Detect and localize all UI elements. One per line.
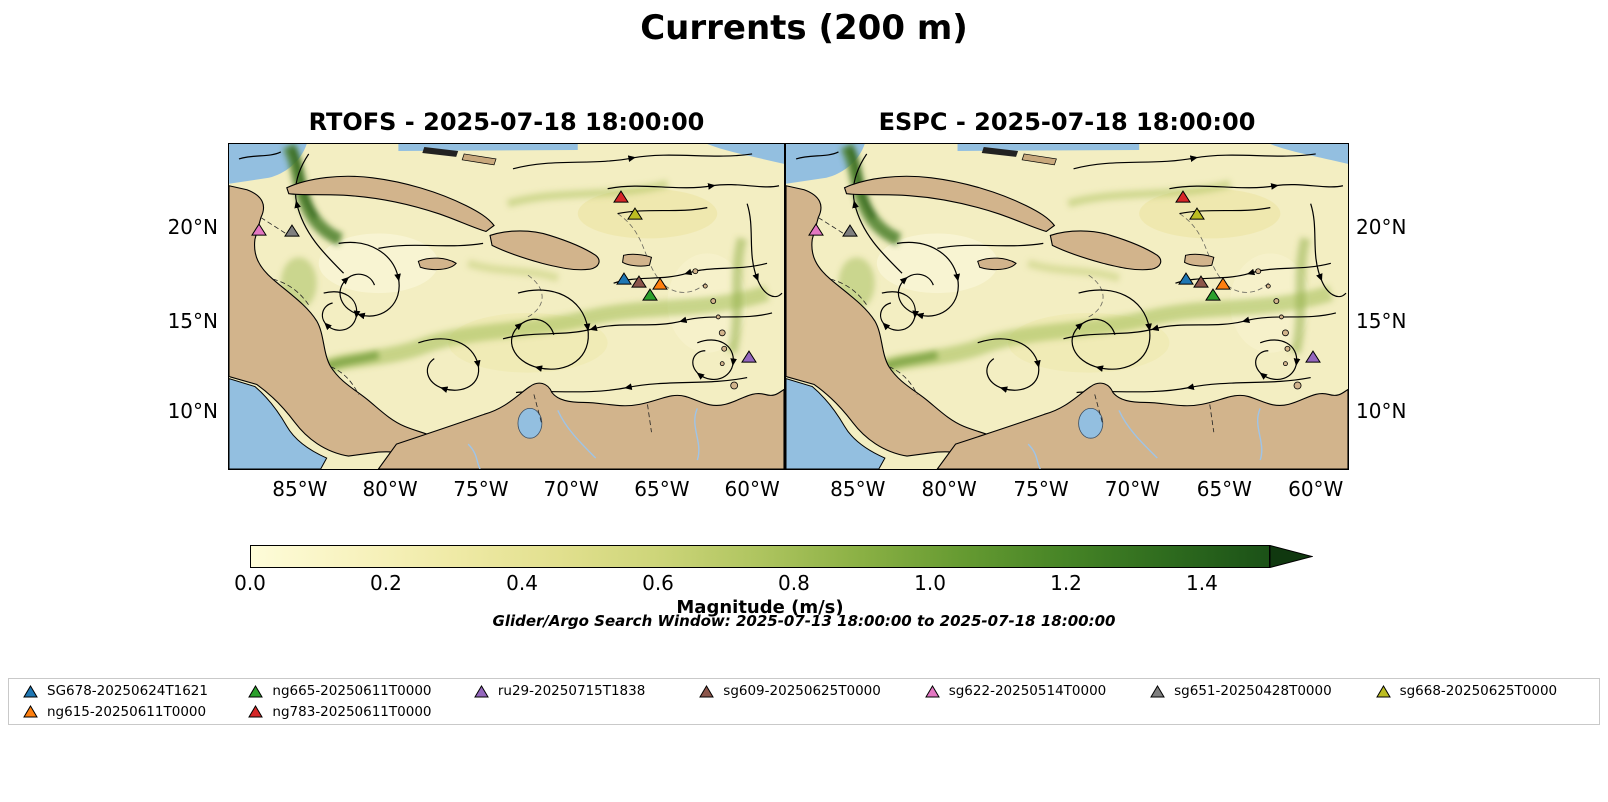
lon-tick: 80°W <box>362 477 418 501</box>
glider-marker-sg609 <box>630 275 647 288</box>
lon-tick: 85°W <box>830 477 886 501</box>
glider-marker-layer-espc <box>786 144 1348 469</box>
lon-tick: 80°W <box>921 477 977 501</box>
lon-tick: 75°W <box>453 477 509 501</box>
cbar-tick: 0.2 <box>370 571 402 595</box>
glider-marker-SG678 <box>1177 272 1194 285</box>
lon-tick: 60°W <box>1288 477 1344 501</box>
cbar-tick: 1.0 <box>914 571 946 595</box>
lon-axis-espc: 85°W 80°W 75°W 70°W 65°W 60°W <box>785 477 1349 503</box>
cbar-tick: 1.4 <box>1186 571 1218 595</box>
panel-title-espc: ESPC - 2025-07-18 18:00:00 <box>878 108 1256 136</box>
panel-title-rtofs: RTOFS - 2025-07-18 18:00:00 <box>308 108 705 136</box>
legend-item-sg622: sg622-20250514T0000 <box>917 683 1142 699</box>
glider-marker-sg651 <box>283 224 300 237</box>
map-panel-espc <box>785 143 1349 470</box>
lat-tick-right-20n: 20°N <box>1356 215 1407 239</box>
legend-item-label: ng665-20250611T0000 <box>272 683 432 700</box>
colorbar-label: Magnitude (m/s) <box>676 597 844 618</box>
glider-marker-sg609 <box>1192 275 1209 288</box>
glider-marker-sg622 <box>808 223 825 237</box>
lat-tick-right-10n: 10°N <box>1356 399 1407 423</box>
triangle-marker-icon <box>248 705 264 718</box>
legend-item-ng665: ng665-20250611T0000 <box>240 683 465 699</box>
map-panel-rtofs <box>228 143 785 470</box>
legend-item-sg678: SG678-20250624T1621 <box>15 683 240 699</box>
legend: SG678-20250624T1621 ng615-20250611T0000 … <box>8 678 1600 725</box>
cbar-tick: 0.8 <box>778 571 810 595</box>
glider-marker-sg668 <box>1188 206 1205 220</box>
legend-item-sg668: sg668-20250625T0000 <box>1368 683 1593 699</box>
glider-marker-layer-rtofs <box>229 144 784 469</box>
search-window-note: Glider/Argo Search Window: 2025-07-13 18… <box>492 612 1116 630</box>
triangle-marker-icon <box>23 705 38 718</box>
legend-item-label: SG678-20250624T1621 <box>47 683 208 700</box>
lat-tick-left-10n: 10°N <box>167 399 218 423</box>
glider-marker-ng665 <box>642 288 659 301</box>
triangle-marker-icon <box>699 684 715 698</box>
glider-marker-SG678 <box>615 272 632 285</box>
glider-marker-sg668 <box>626 206 643 220</box>
figure-title: Currents (200 m) <box>640 8 968 48</box>
glider-marker-sg651 <box>841 224 858 237</box>
triangle-marker-icon <box>924 684 940 698</box>
colorbar-extend-arrow <box>1269 545 1313 568</box>
legend-item-label: ng615-20250611T0000 <box>47 703 207 720</box>
triangle-marker-icon <box>23 684 38 698</box>
lon-axis-rtofs: 85°W 80°W 75°W 70°W 65°W 60°W <box>228 477 785 503</box>
glider-marker-ng665 <box>1204 288 1221 301</box>
legend-item-label: sg668-20250625T0000 <box>1399 683 1558 700</box>
legend-item-label: ru29-20250715T1838 <box>497 683 646 700</box>
lon-tick: 70°W <box>543 477 599 501</box>
legend-item-ru29: ru29-20250715T1838 <box>466 683 691 699</box>
cbar-tick: 0.0 <box>234 571 266 595</box>
glider-marker-ng615 <box>652 277 669 290</box>
lon-tick: 85°W <box>272 477 328 501</box>
cbar-tick: 1.2 <box>1050 571 1082 595</box>
triangle-marker-icon <box>248 684 264 698</box>
legend-item-sg609: sg609-20250625T0000 <box>691 683 916 699</box>
lat-tick-right-15n: 15°N <box>1356 309 1407 333</box>
legend-item-ng783: ng783-20250611T0000 <box>240 704 465 720</box>
triangle-marker-icon <box>1150 684 1166 698</box>
legend-item-ng615: ng615-20250611T0000 <box>15 704 240 720</box>
lat-tick-left-20n: 20°N <box>167 215 218 239</box>
glider-marker-ru29 <box>1304 349 1321 363</box>
lat-tick-left-15n: 15°N <box>167 309 218 333</box>
glider-marker-ng783 <box>613 189 630 203</box>
lon-tick: 65°W <box>1196 477 1252 501</box>
cbar-tick: 0.4 <box>506 571 538 595</box>
glider-marker-ng615 <box>1214 277 1231 290</box>
cbar-tick: 0.6 <box>642 571 674 595</box>
colorbar <box>250 545 1313 568</box>
glider-marker-sg622 <box>251 223 267 237</box>
lon-tick: 75°W <box>1013 477 1069 501</box>
glider-marker-ru29 <box>741 349 757 363</box>
legend-item-sg651: sg651-20250428T0000 <box>1142 683 1367 699</box>
lon-tick: 60°W <box>724 477 780 501</box>
lon-tick: 70°W <box>1104 477 1161 501</box>
legend-item-label: sg622-20250514T0000 <box>948 683 1107 700</box>
legend-item-label: sg651-20250428T0000 <box>1174 683 1332 700</box>
triangle-marker-icon <box>473 684 489 698</box>
lon-tick: 65°W <box>634 477 690 501</box>
triangle-marker-icon <box>1375 684 1391 698</box>
legend-item-label: ng783-20250611T0000 <box>272 703 432 720</box>
glider-marker-ng783 <box>1175 189 1192 203</box>
legend-item-label: sg609-20250625T0000 <box>723 683 881 700</box>
